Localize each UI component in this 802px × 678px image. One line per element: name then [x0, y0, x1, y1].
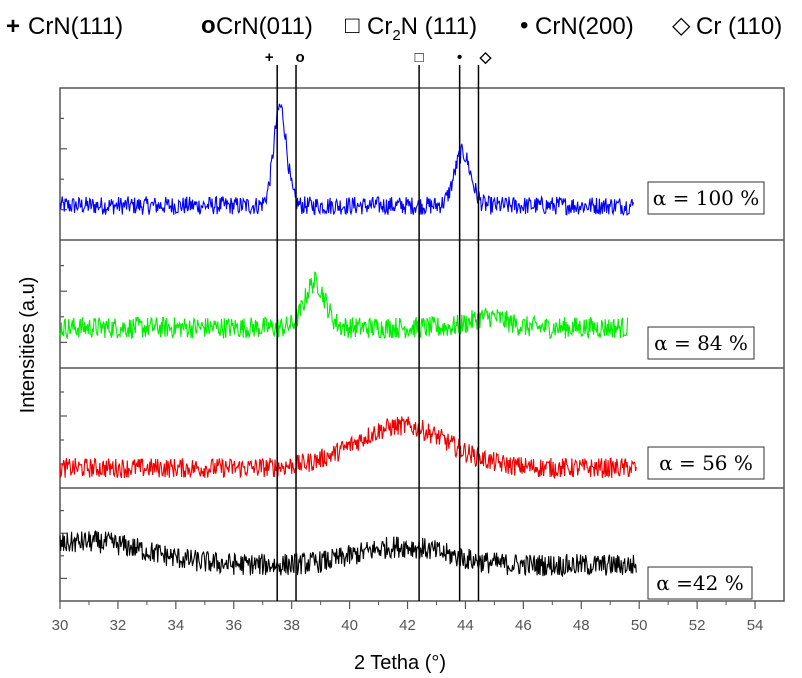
- legend-item-crn111: + CrN(111): [6, 13, 123, 40]
- x-tick-label: 30: [52, 617, 69, 634]
- legend-item-cr110: ◇ Cr (110): [672, 12, 782, 40]
- x-tick-label: 48: [573, 617, 590, 634]
- panels: [60, 117, 784, 580]
- series-line-2: [59, 271, 629, 340]
- panel-label: α = 56 %: [659, 451, 753, 475]
- panel-label-box: [647, 181, 765, 215]
- reference-lines: [276, 65, 480, 601]
- legend-label-crn011: CrN(011): [216, 13, 313, 40]
- y-axis-title: Intensities (a.u): [17, 277, 39, 414]
- legend: + CrN(111) o CrN(011) □ Cr2N (111) • CrN…: [6, 12, 782, 44]
- panel-label-box: [647, 566, 753, 600]
- legend-label-cr2n111-sub: 2: [392, 27, 400, 44]
- legend-symbol-crn111: +: [6, 13, 20, 40]
- x-tick-label: 40: [341, 617, 358, 634]
- legend-label-crn200: CrN(200): [535, 13, 634, 40]
- x-tick-label: 34: [167, 617, 184, 634]
- legend-label-cr2n111-rest: N (111): [401, 13, 477, 40]
- x-tick-label: 54: [747, 617, 764, 634]
- legend-label-cr110: Cr (110): [696, 13, 782, 40]
- peak-marker-symbol: •: [457, 49, 462, 66]
- peak-marker-symbol: ◇: [479, 49, 492, 66]
- panel-label: α = 84 %: [654, 331, 748, 355]
- peak-marker-symbol: +: [265, 49, 274, 66]
- legend-label-cr2n111: Cr2N (111): [367, 13, 477, 44]
- legend-item-crn200: • CrN(200): [520, 12, 634, 40]
- x-tick-label: 38: [283, 617, 300, 634]
- series-line-1: [59, 103, 634, 217]
- series-layer: [59, 103, 637, 578]
- x-tick-label: 52: [689, 617, 706, 634]
- peak-markers: + o □ • ◇: [265, 49, 492, 66]
- panel-label: α = 100 %: [653, 186, 760, 210]
- x-tick-label: 42: [399, 617, 416, 634]
- x-tick-label: 36: [225, 617, 242, 634]
- x-tick-label: 44: [457, 617, 474, 634]
- legend-symbol-crn011: o: [201, 12, 216, 39]
- panel-label-box: [647, 326, 755, 360]
- x-tick-label: 46: [515, 617, 532, 634]
- peak-marker-symbol: □: [415, 49, 424, 66]
- peak-marker-symbol: o: [295, 49, 304, 66]
- legend-symbol-cr2n111: □: [345, 12, 360, 39]
- panel-labels: α = 100 % α = 84 % α = 56 % α =42 %: [647, 181, 765, 600]
- x-tick-label: 50: [631, 617, 648, 634]
- legend-symbol-cr110: ◇: [672, 12, 691, 39]
- panel-label-box: [647, 446, 765, 480]
- x-axis-title: 2 Tetha (°): [354, 652, 446, 674]
- plot-frame: [59, 87, 785, 602]
- legend-label-crn111: CrN(111): [28, 13, 123, 40]
- legend-item-cr2n111: □ Cr2N (111): [345, 12, 477, 44]
- x-axis: 30 32 34 36 38 40 42 44 46 48 50 52 54: [52, 601, 764, 634]
- x-tick-label: 32: [110, 617, 127, 634]
- legend-label-cr2n111-main: Cr: [367, 13, 392, 40]
- series-line-3: [59, 416, 637, 480]
- series-line-4: [59, 530, 637, 578]
- panel-label: α =42 %: [656, 571, 743, 595]
- legend-item-crn011: o CrN(011): [201, 12, 313, 40]
- legend-symbol-crn200: •: [520, 12, 528, 39]
